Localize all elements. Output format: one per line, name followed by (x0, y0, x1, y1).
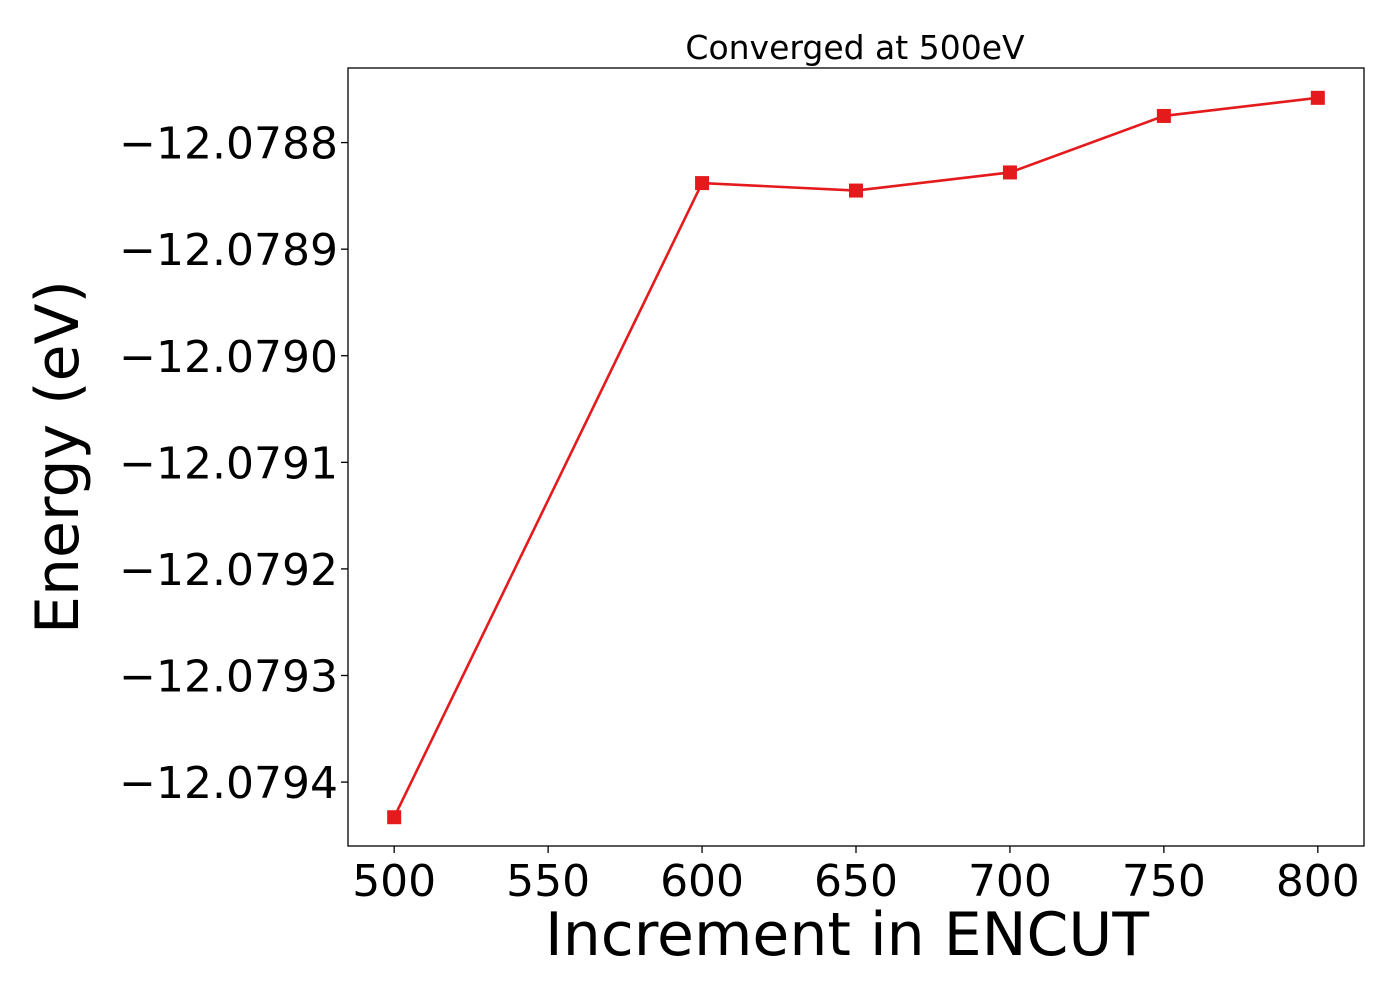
x-tick-label: 700 (968, 856, 1052, 907)
y-tick-label: −12.0792 (119, 545, 338, 596)
chart-title: Converged at 500eV (685, 28, 1025, 67)
data-point-marker (849, 183, 863, 198)
y-axis-title: Energy (eV) (23, 280, 93, 634)
x-axis-title: Increment in ENCUT (545, 900, 1149, 970)
y-axis: −12.0794 −12.0793 −12.0792 −12.0791 −12.0790… (119, 119, 348, 809)
x-axis: 500 550 600 650 700 750 800 (352, 846, 1360, 907)
data-point-marker (695, 176, 710, 191)
x-tick-label: 650 (814, 856, 898, 907)
y-tick-label: −12.0790 (119, 332, 338, 383)
y-tick-label: −12.0791 (119, 438, 338, 489)
y-tick-label: −12.0789 (119, 225, 338, 276)
x-tick-label: 800 (1276, 856, 1360, 907)
y-tick-label: −12.0793 (119, 651, 338, 702)
data-point-marker (1310, 90, 1325, 105)
x-tick-label: 500 (352, 856, 436, 907)
x-tick-label: 600 (660, 856, 744, 907)
series-line (393, 96, 1318, 818)
data-point-marker (1156, 108, 1171, 123)
data-point-marker (387, 810, 402, 825)
data-point-marker (1002, 165, 1017, 180)
x-tick-label: 550 (506, 856, 590, 907)
y-tick-label: −12.0788 (119, 119, 338, 170)
series-layer (387, 90, 1325, 825)
x-tick-label: 750 (1122, 856, 1206, 907)
y-tick-label: −12.0794 (119, 758, 338, 809)
